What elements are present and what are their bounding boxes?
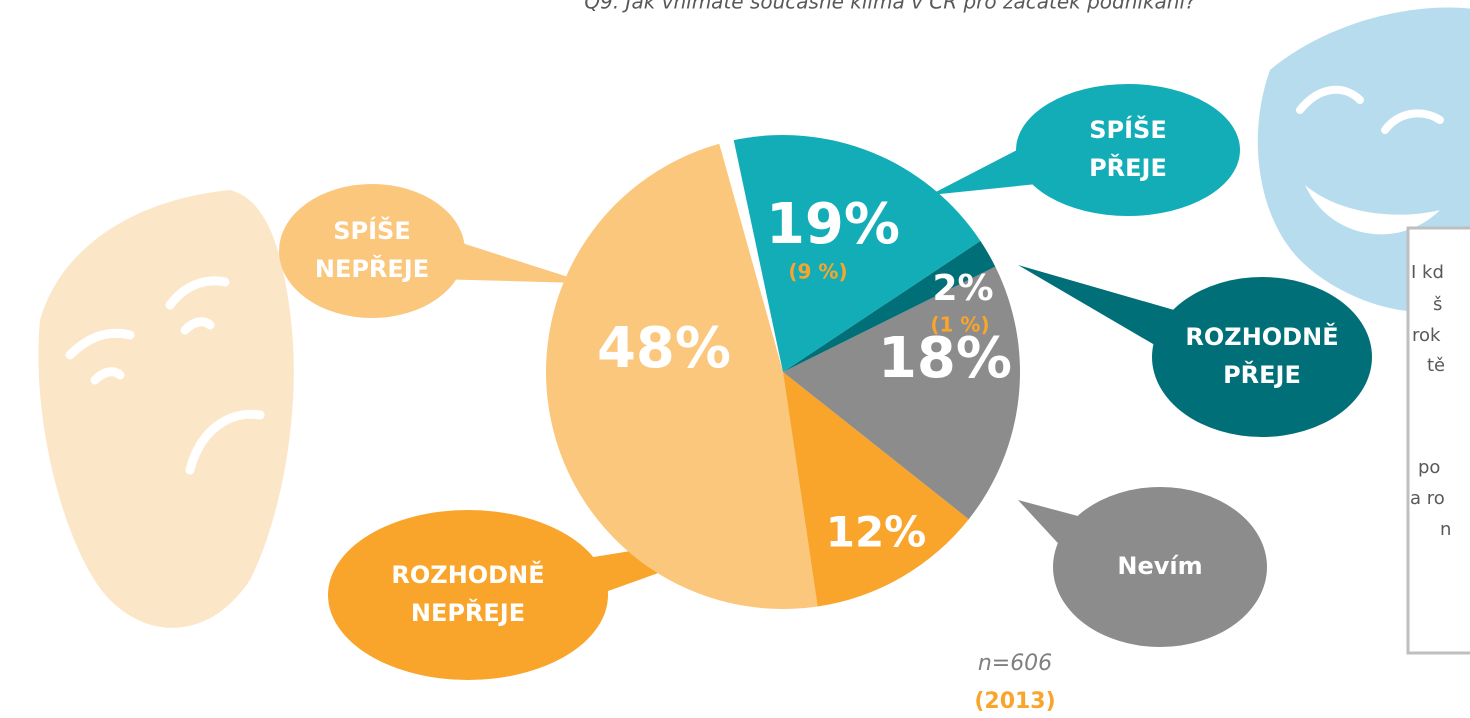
bubble (1016, 84, 1240, 216)
side-note-text: a ro (1410, 488, 1445, 509)
category-label: Nevím (1117, 552, 1202, 580)
side-note-text: po (1418, 457, 1440, 478)
chart-title: Q9. Jak vnímáte současné klima v ČR pro … (584, 0, 1196, 14)
value-label: 48% (597, 316, 731, 381)
previous-year: (2013) (974, 689, 1055, 714)
side-note-text: I kd (1411, 262, 1444, 283)
slide: Q9. Jak vnímáte současné klima v ČR pro … (0, 0, 1470, 718)
bubble (328, 510, 608, 680)
value-label: 2% (932, 268, 993, 309)
previous-value-label: (9 %) (788, 260, 847, 284)
side-note-text: n (1440, 519, 1451, 540)
previous-value-label: (1 %) (930, 313, 989, 337)
bubble (1152, 277, 1372, 437)
sample-size: n=606 (978, 651, 1052, 676)
side-note-text: rok (1412, 325, 1441, 346)
side-note-text: š (1433, 294, 1442, 315)
bubble (279, 184, 465, 318)
side-note-text: tě (1427, 355, 1445, 376)
side-note-box (1408, 228, 1470, 653)
sad-mask (38, 190, 293, 628)
value-label: 12% (826, 508, 927, 557)
value-label: 19% (766, 192, 900, 257)
